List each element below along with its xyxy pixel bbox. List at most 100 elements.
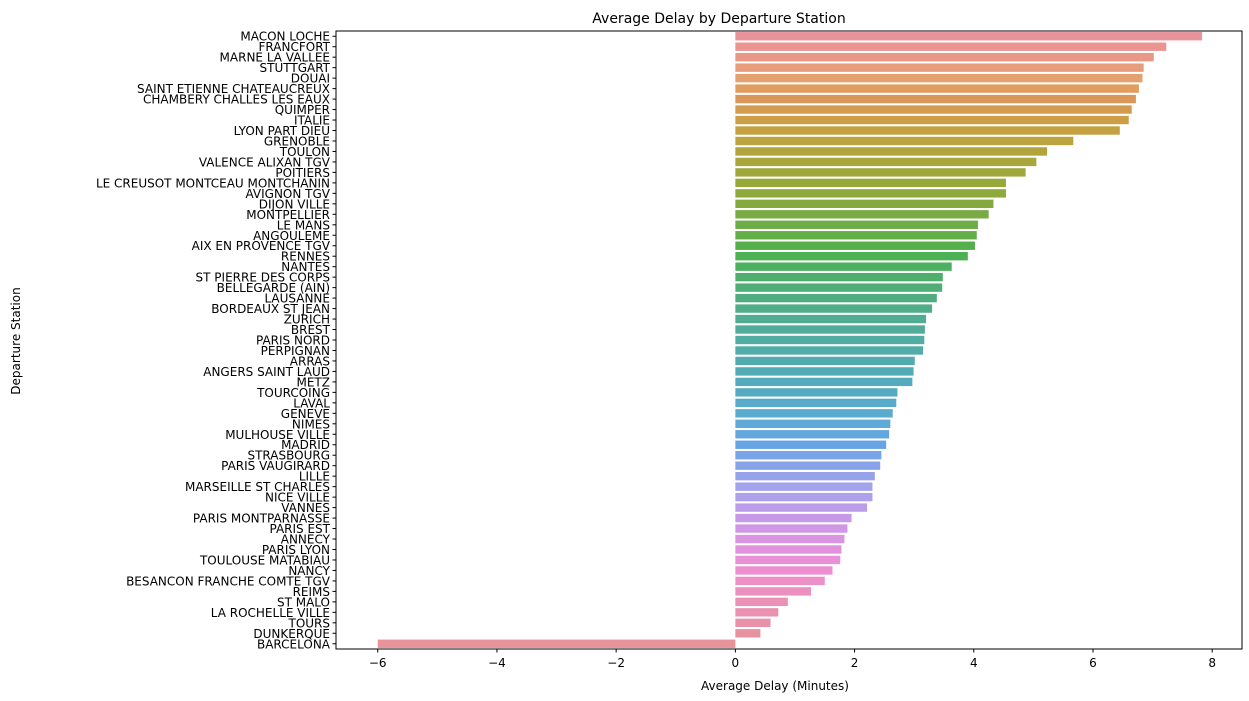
y-tick-label: LE CREUSOT MONTCEAU MONTCHANIN — [96, 176, 330, 190]
y-tick-label: ANGERS SAINT LAUD — [203, 365, 330, 379]
plot-frame — [335, 30, 1243, 650]
bar — [735, 210, 989, 219]
y-tick-label: MACON LOCHE — [240, 30, 330, 44]
bar — [735, 189, 1006, 198]
y-tick-label: STRASBOURG — [247, 449, 330, 463]
y-tick-label: LYON PART DIEU — [234, 124, 330, 138]
y-tick-label: AIX EN PROVENCE TGV — [192, 239, 331, 253]
y-tick-label: VANNES — [281, 501, 330, 515]
y-tick-label: ARRAS — [290, 354, 330, 368]
x-tick-label: 4 — [970, 656, 978, 670]
y-tick-label: BREST — [291, 323, 331, 337]
bar — [735, 388, 898, 397]
y-tick-label: LILLE — [299, 470, 330, 484]
bars-group — [377, 32, 1203, 648]
y-tick-label: ST PIERRE DES CORPS — [196, 271, 330, 285]
bar — [735, 136, 1074, 146]
bar — [735, 94, 1136, 104]
x-tick-label: 6 — [1089, 656, 1097, 670]
y-tick-label: TOULOUSE MATABIAU — [199, 553, 330, 567]
bar — [735, 84, 1139, 93]
bar — [735, 597, 788, 607]
y-tick-label: PARIS VAUGIRARD — [221, 459, 330, 473]
x-axis-title: Average Delay (Minutes) — [701, 679, 849, 693]
y-tick-label: ANGOULEME — [253, 229, 330, 243]
bar — [735, 398, 897, 408]
bar — [735, 367, 914, 376]
y-tick-label: RENNES — [281, 250, 330, 264]
y-tick-label: DUNKERQUE — [253, 627, 330, 641]
y-tick-label: MARNE LA VALLEE — [220, 51, 330, 65]
y-tick-label: PERPIGNAN — [261, 344, 330, 358]
y-tick-label: REIMS — [293, 585, 330, 599]
y-tick-label: LAUSANNE — [264, 292, 330, 306]
bar — [735, 32, 1203, 41]
y-tick-label: DOUAI — [291, 72, 330, 86]
bar — [735, 252, 968, 261]
y-tick-label: POITIERS — [275, 166, 330, 180]
y-tick-label: ITALIE — [294, 114, 330, 128]
bar — [735, 283, 943, 292]
y-tick-label: LAVAL — [293, 396, 330, 410]
y-tick-label: MADRID — [281, 438, 330, 452]
y-tick-label: PARIS MONTPARNASSE — [193, 512, 330, 526]
bar — [735, 293, 937, 303]
bar — [735, 513, 852, 523]
x-tick-label: 0 — [732, 656, 740, 670]
bar — [735, 105, 1132, 114]
y-tick-label: TOULON — [279, 145, 330, 159]
bar — [735, 199, 994, 209]
bar — [735, 608, 779, 617]
bar — [735, 325, 925, 334]
y-tick-label: STUTTGART — [260, 61, 331, 75]
y-tick-label: SAINT ETIENNE CHATEAUCREUX — [137, 82, 330, 96]
y-tick-label: DIJON VILLE — [259, 197, 330, 211]
bar — [735, 241, 975, 250]
y-tick-label: LA ROCHELLE VILLE — [211, 606, 330, 620]
bar — [735, 314, 927, 324]
bar — [735, 534, 845, 544]
bar — [735, 482, 873, 491]
y-tick-label: NIMES — [292, 417, 330, 431]
bar — [735, 419, 891, 428]
bar — [735, 304, 933, 313]
y-tick-label: PARIS EST — [269, 522, 330, 536]
x-tick-label: −4 — [488, 656, 506, 670]
y-axis-title: Departure Station — [9, 287, 23, 394]
y-tick-label: VALENCE ALIXAN TGV — [199, 155, 331, 169]
bar — [735, 503, 868, 512]
y-tick-label: FRANCFORT — [259, 40, 331, 54]
y-tick-label: LE MANS — [277, 218, 330, 232]
bar — [735, 430, 890, 439]
bar — [735, 52, 1154, 62]
bar — [735, 587, 812, 596]
y-tick-label: PARIS NORD — [256, 334, 330, 348]
y-tick-label: BELLEGARDE (AIN) — [217, 281, 330, 295]
bar — [735, 346, 924, 355]
bar — [735, 126, 1120, 135]
bar — [735, 42, 1167, 51]
bar — [735, 545, 842, 554]
y-tick-label: ZURICH — [284, 313, 330, 327]
y-tick-label: TOURS — [287, 616, 330, 630]
chart-title: Average Delay by Departure Station — [592, 11, 845, 27]
y-tick-label: PARIS LYON — [262, 543, 330, 557]
y-tick-label: GENEVE — [281, 407, 330, 421]
bar — [735, 178, 1006, 188]
bar — [735, 147, 1048, 156]
x-tick-label: 2 — [851, 656, 859, 670]
y-tick-label: NANCY — [288, 564, 330, 578]
bar — [735, 377, 913, 387]
bar — [735, 73, 1143, 83]
bar — [735, 566, 833, 575]
bar — [735, 440, 887, 449]
bar — [735, 576, 825, 586]
x-tick-label: −2 — [607, 656, 625, 670]
bar — [377, 639, 736, 648]
bar — [735, 231, 977, 240]
x-ticks: −6 −4 −2 0 2 4 6 8 — [369, 649, 1216, 670]
bar — [735, 629, 761, 638]
